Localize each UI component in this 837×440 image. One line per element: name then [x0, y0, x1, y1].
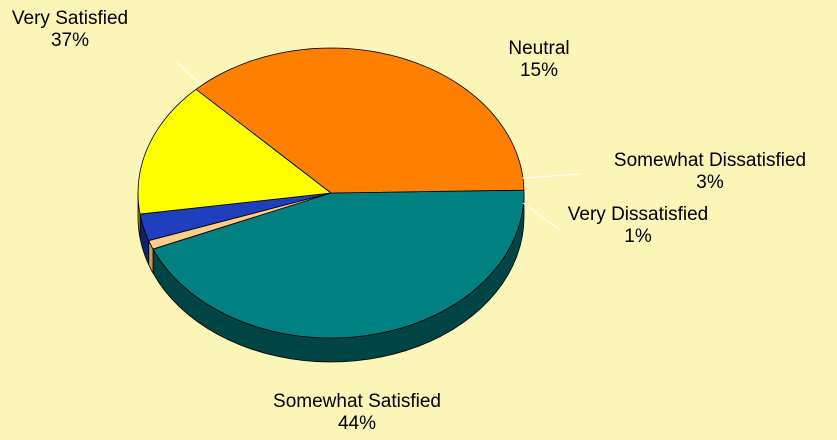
leader-line-somewhat-dissatisfied: [521, 173, 581, 179]
slice-very-satisfied: [195, 47, 525, 194]
leader-lines: [176, 61, 581, 231]
slice-label-very-satisfied: Very Satisfied 37%: [12, 8, 128, 52]
leader-line-very-dissatisfied: [522, 202, 561, 231]
slice-label-name: Neutral: [508, 38, 570, 59]
slice-label-very-dissatisfied: Very Dissatisfied 1%: [568, 204, 708, 248]
slice-label-value: 37%: [50, 30, 90, 51]
slice-label-value: 3%: [696, 172, 724, 193]
slice-somewhat-dissatisfied: [139, 192, 332, 241]
leader-line-very-satisfied: [176, 61, 201, 85]
slice-label-value: 44%: [337, 413, 377, 434]
slice-label-name: Very Satisfied: [11, 8, 129, 29]
slice-label-name: Very Dissatisfied: [567, 204, 709, 225]
pie-tops: [137, 47, 525, 339]
slice-label-neutral: Neutral 15%: [508, 38, 569, 82]
slice-label-value: 15%: [519, 60, 559, 81]
slice-neutral: [137, 88, 332, 215]
slice-label-somewhat-dissatisfied: Somewhat Dissatisfied 3%: [614, 150, 806, 194]
slice-label-value: 1%: [624, 226, 652, 247]
slice-somewhat-satisfied: [152, 189, 525, 339]
slice-label-name: Somewhat Dissatisfied: [613, 150, 807, 171]
slice-label-somewhat-satisfied: Somewhat Satisfied 44%: [273, 391, 441, 435]
slice-label-name: Somewhat Satisfied: [273, 391, 441, 412]
slice-very-dissatisfied: [148, 192, 332, 250]
